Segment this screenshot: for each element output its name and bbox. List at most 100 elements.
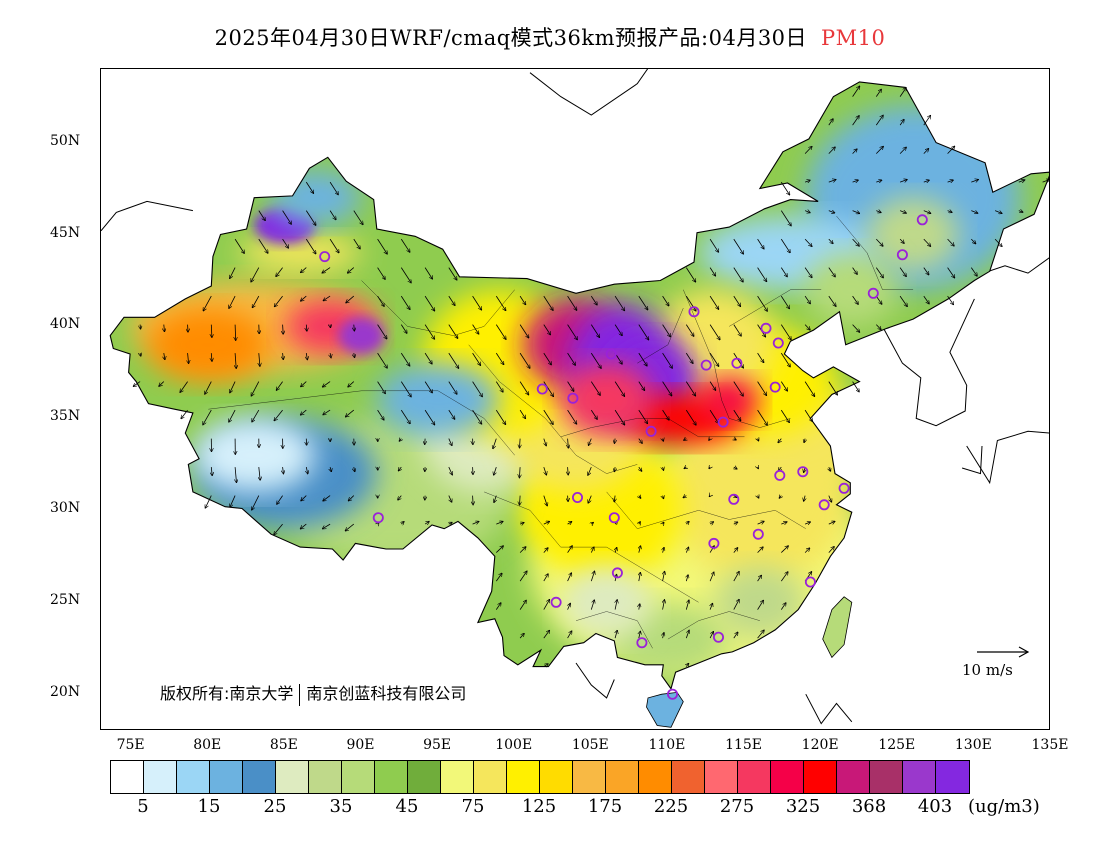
wind-vector-161 bbox=[377, 352, 388, 368]
legend-swatch-22 bbox=[837, 761, 870, 793]
wind-vector-49 bbox=[353, 238, 360, 249]
wind-vector-23 bbox=[923, 180, 930, 182]
wind-vector-210 bbox=[181, 409, 188, 419]
wind-vector-351 bbox=[733, 548, 738, 553]
wind-vector-51 bbox=[400, 238, 410, 252]
coastline-4 bbox=[966, 430, 1049, 485]
wind-vector-2 bbox=[899, 88, 906, 97]
wind-vector-45 bbox=[258, 238, 268, 253]
wind-vector-392 bbox=[757, 630, 765, 639]
legend-swatch-5 bbox=[276, 761, 309, 793]
wind-vector-195 bbox=[519, 381, 529, 395]
wind-vector-130 bbox=[377, 324, 387, 339]
wind-vector-123 bbox=[211, 324, 212, 338]
legend-swatch-20 bbox=[771, 761, 804, 793]
legend-swatch-25 bbox=[936, 761, 969, 793]
wind-vector-375 bbox=[615, 600, 617, 610]
wind-vector-154 bbox=[211, 353, 212, 361]
wind-vector-58 bbox=[852, 238, 860, 246]
wind-vector-113 bbox=[804, 295, 810, 304]
wind-vector-291 bbox=[230, 495, 236, 508]
wind-vector-184 bbox=[251, 381, 260, 397]
legend-swatch-16 bbox=[639, 761, 672, 793]
wind-vector-250 bbox=[520, 438, 521, 448]
wind-vector-348 bbox=[663, 547, 665, 553]
wind-vector-202 bbox=[685, 381, 695, 396]
station-marker-23 bbox=[550, 596, 562, 608]
wind-vector-86 bbox=[947, 267, 955, 278]
lat-label-35n: 35N bbox=[50, 408, 81, 425]
wind-vector-5 bbox=[875, 115, 883, 126]
legend-units: (ug/m3) bbox=[968, 796, 1040, 817]
wind-vector-53 bbox=[733, 238, 744, 254]
legend-label-403: 403 bbox=[917, 796, 953, 817]
legend-swatch-10 bbox=[441, 761, 474, 793]
wind-vector-378 bbox=[685, 600, 689, 610]
wind-vector-6 bbox=[899, 119, 904, 126]
legend-label-25: 25 bbox=[263, 796, 287, 817]
province-line-6 bbox=[683, 289, 791, 428]
coastline-6 bbox=[575, 662, 615, 699]
wind-vector-99 bbox=[472, 295, 482, 310]
hainan-island bbox=[646, 691, 684, 728]
wind-vector-143 bbox=[685, 324, 694, 337]
wind-vector-356 bbox=[495, 573, 502, 582]
wind-vector-136 bbox=[519, 324, 529, 338]
wind-vector-218 bbox=[377, 409, 384, 420]
wind-vector-284 bbox=[709, 467, 710, 469]
wind-vector-277 bbox=[543, 466, 547, 475]
wind-vector-267 bbox=[306, 467, 308, 474]
wind-vector-200 bbox=[638, 381, 645, 391]
wind-vector-205 bbox=[757, 381, 767, 396]
wind-vector-338 bbox=[781, 522, 787, 524]
wind-vector-386 bbox=[615, 630, 617, 639]
wind-vector-4 bbox=[852, 116, 860, 126]
wind-vector-318 bbox=[300, 523, 307, 529]
station-marker-6 bbox=[700, 359, 712, 371]
wind-vector-329 bbox=[567, 522, 572, 525]
wind-vector-89 bbox=[229, 295, 236, 308]
wind-vector-126 bbox=[283, 324, 284, 335]
wind-vector-163 bbox=[424, 352, 432, 364]
wind-vector-358 bbox=[543, 574, 548, 582]
wind-vector-313 bbox=[758, 496, 759, 499]
wind-vector-52 bbox=[709, 238, 719, 252]
wind-vector-376 bbox=[639, 604, 640, 610]
wind-vector-258 bbox=[709, 439, 710, 441]
lon-label-115e: 115E bbox=[725, 737, 763, 753]
copyright-notice: 版权所有:南京大学 南京创蓝科技有限公司 bbox=[160, 680, 466, 706]
field-blob-16 bbox=[192, 418, 316, 493]
wind-vector-181 bbox=[180, 381, 188, 393]
wind-vector-359 bbox=[567, 573, 572, 582]
wind-vector-212 bbox=[229, 409, 236, 422]
wind-vector-3 bbox=[828, 119, 833, 126]
wind-vector-37 bbox=[876, 211, 881, 213]
wind-vector-236 bbox=[804, 409, 812, 422]
wind-vector-294 bbox=[301, 495, 307, 501]
city-stations bbox=[319, 214, 928, 700]
wind-vector-174 bbox=[685, 352, 693, 363]
wind-vector-91 bbox=[274, 295, 283, 307]
wind-vector-158 bbox=[306, 353, 307, 360]
wind-vector-46 bbox=[282, 238, 289, 248]
wind-vector-38 bbox=[899, 211, 906, 214]
wind-vector-114 bbox=[828, 295, 836, 306]
wind-vector-273 bbox=[448, 466, 453, 475]
lat-label-40n: 40N bbox=[50, 316, 81, 333]
legend-swatch-7 bbox=[342, 761, 375, 793]
wind-vector-249 bbox=[493, 438, 497, 449]
wind-vector-183 bbox=[230, 381, 236, 393]
wind-vector-98 bbox=[448, 295, 455, 306]
wind-vector-137 bbox=[543, 324, 551, 335]
station-marker-4 bbox=[605, 348, 617, 360]
coastline-1 bbox=[101, 200, 193, 232]
wind-vector-232 bbox=[709, 409, 718, 423]
station-marker-14 bbox=[608, 512, 620, 524]
wind-vector-281 bbox=[639, 466, 642, 471]
wind-vector-107 bbox=[662, 295, 669, 306]
wind-vector-300 bbox=[448, 495, 452, 503]
wind-vector-102 bbox=[543, 295, 553, 310]
wind-vector-177 bbox=[757, 352, 764, 363]
wind-vector-280 bbox=[614, 467, 615, 472]
wind-vector-293 bbox=[277, 495, 283, 505]
